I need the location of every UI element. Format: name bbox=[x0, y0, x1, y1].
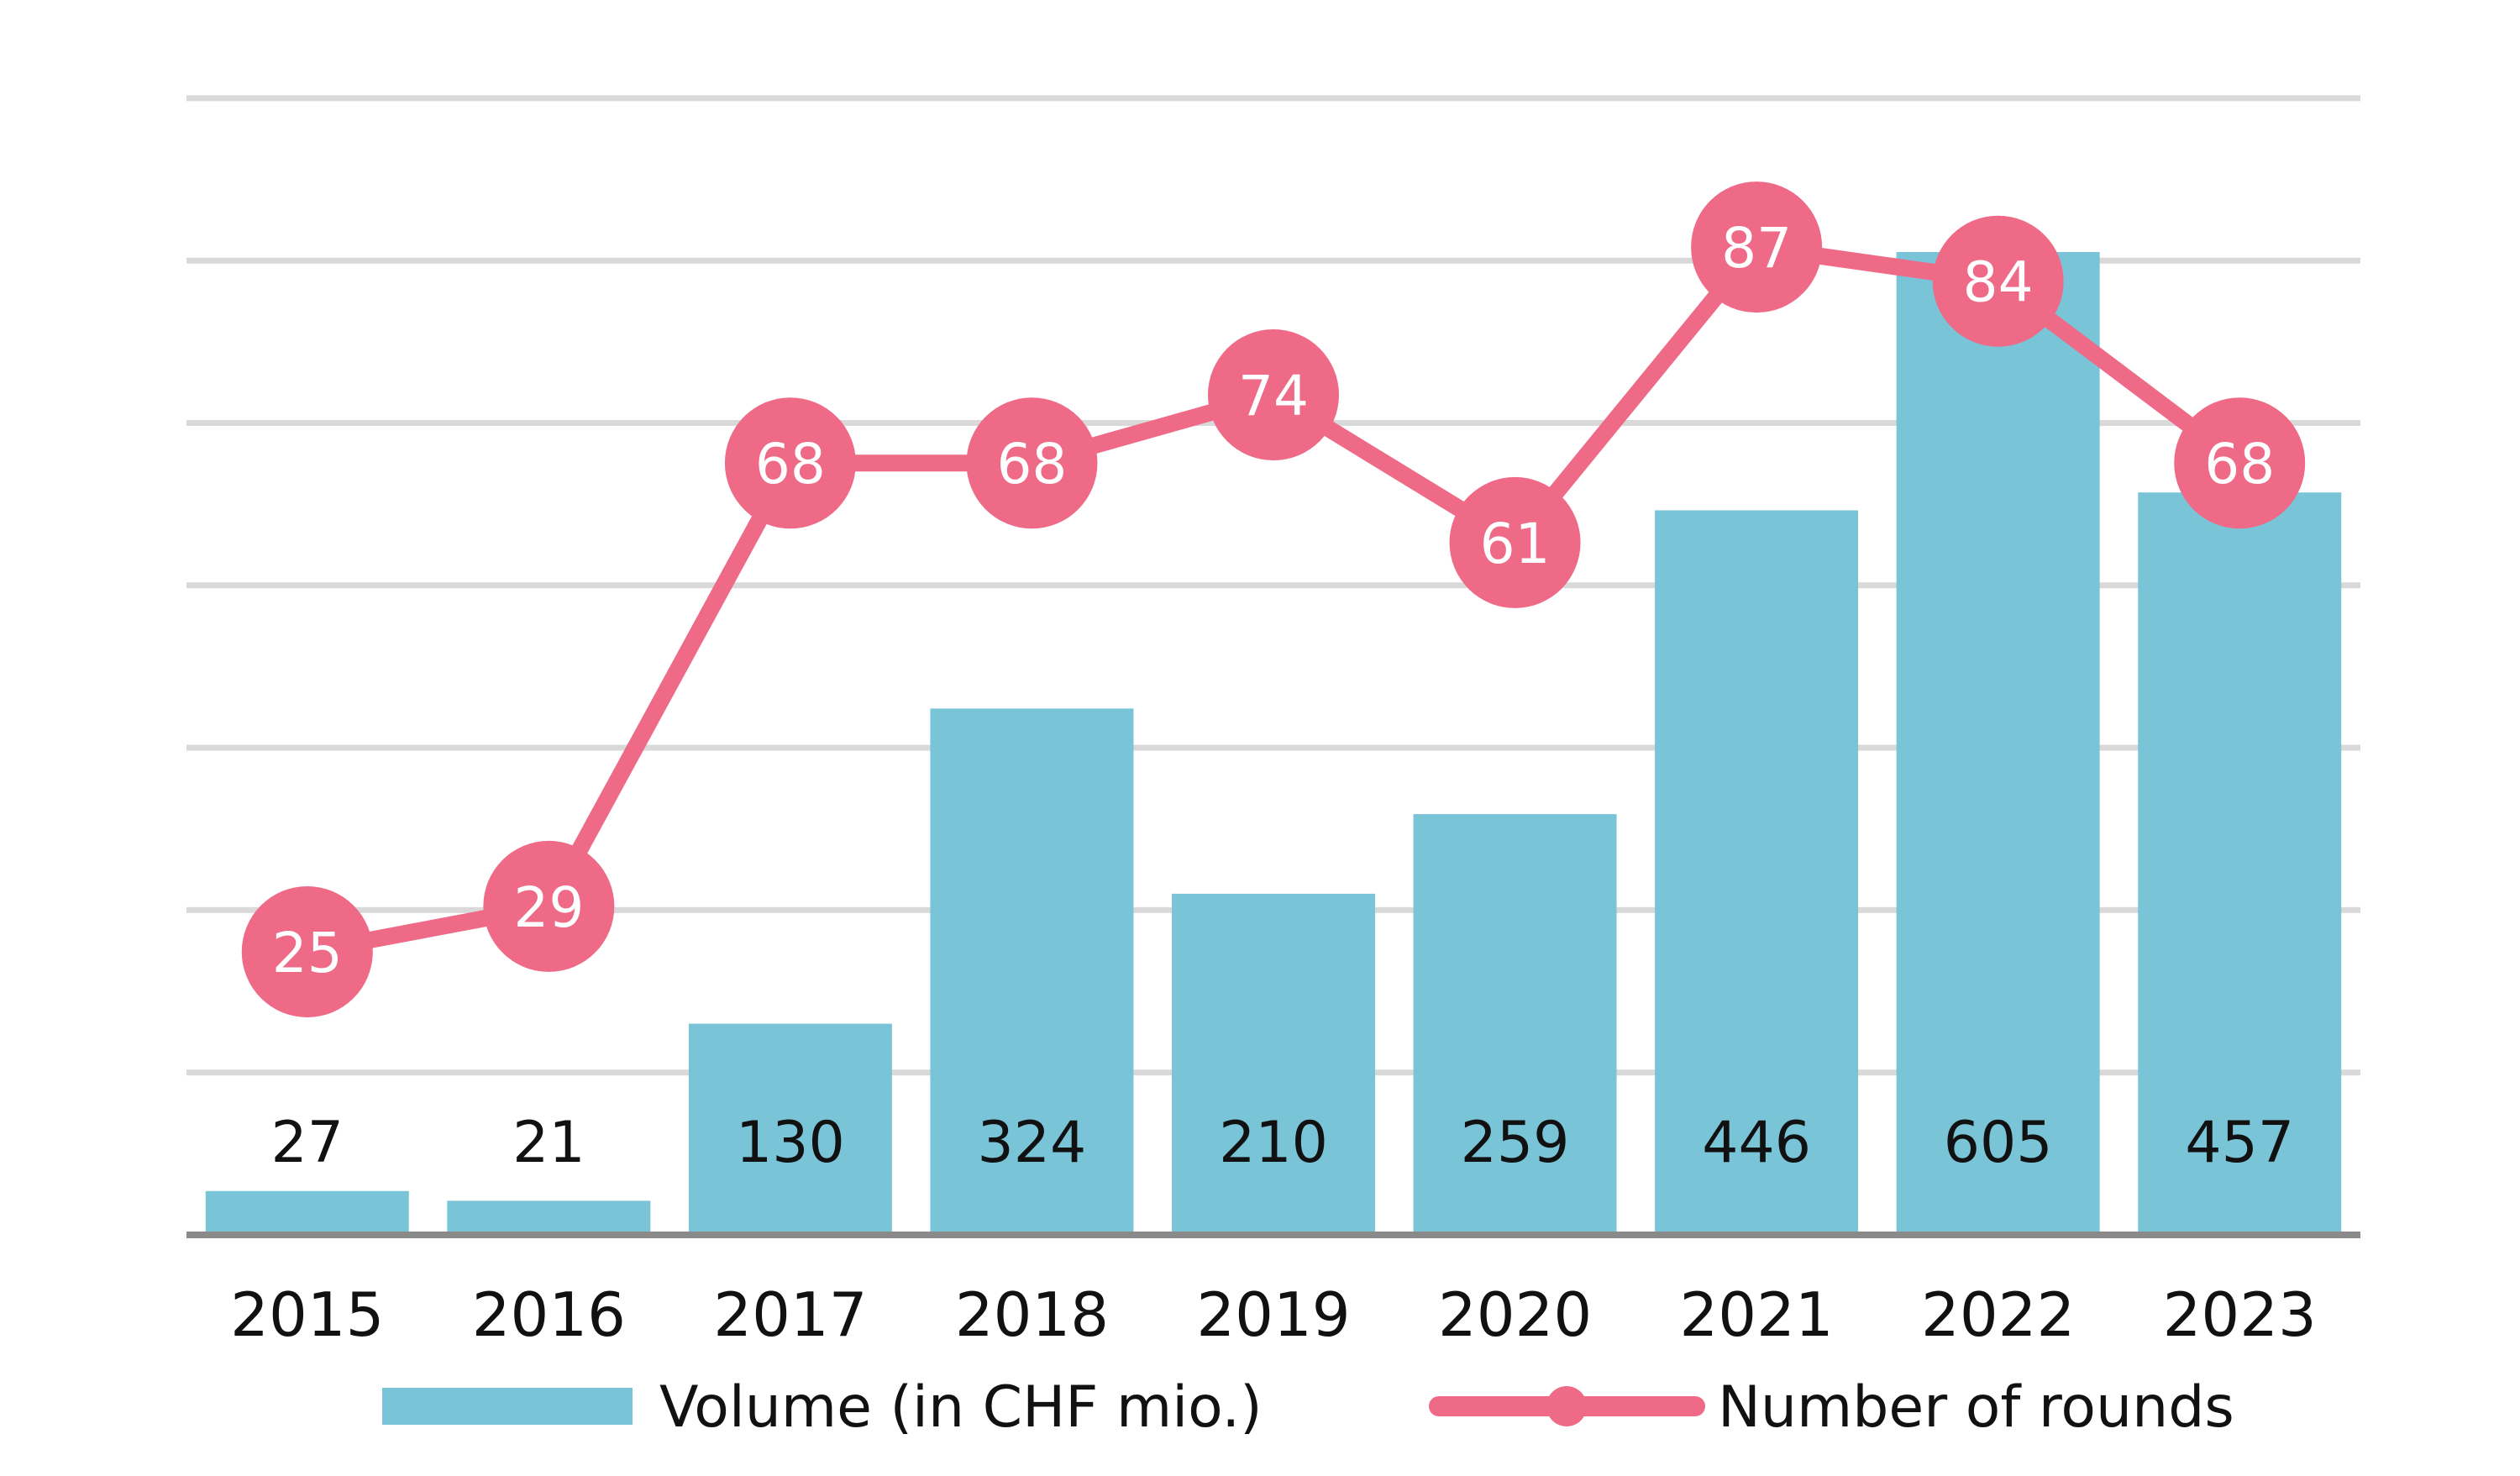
bar-value-label-2022: 605 bbox=[1944, 1110, 2053, 1176]
marker-label-2019: 74 bbox=[1238, 364, 1309, 428]
x-tick-label-2023: 2023 bbox=[2163, 1279, 2317, 1350]
x-tick-label-2020: 2020 bbox=[1438, 1279, 1592, 1350]
bar-value-label-2018: 324 bbox=[978, 1110, 1087, 1176]
bar-value-labels: 27 21 130 324 210 259 446 605 457 bbox=[271, 1110, 2295, 1176]
x-tick-label-2019: 2019 bbox=[1196, 1279, 1350, 1350]
marker-2016 bbox=[483, 840, 615, 972]
marker-2018 bbox=[966, 397, 1098, 529]
marker-label-2021: 87 bbox=[1721, 216, 1792, 281]
legend-item-volume[interactable]: Volume (in CHF mio.) bbox=[382, 1374, 1263, 1441]
marker-label-2015: 25 bbox=[272, 921, 343, 985]
bars-volume bbox=[205, 252, 2342, 1235]
x-tick-label-2022: 2022 bbox=[1921, 1279, 2075, 1350]
bar-value-label-2020: 259 bbox=[1461, 1110, 1570, 1176]
marker-2015 bbox=[241, 886, 373, 1017]
marker-label-2020: 61 bbox=[1480, 512, 1551, 576]
bar-2018 bbox=[930, 708, 1134, 1235]
legend-swatch-volume bbox=[382, 1388, 633, 1425]
line-markers: 25 29 68 68 74 61 87 84 68 bbox=[241, 181, 2306, 1017]
bar-value-label-2017: 130 bbox=[736, 1110, 845, 1176]
bar-2022 bbox=[1896, 252, 2100, 1235]
bar-value-label-2023: 457 bbox=[2185, 1110, 2294, 1176]
bar-value-label-2019: 210 bbox=[1219, 1110, 1328, 1176]
x-tick-label-2016: 2016 bbox=[472, 1279, 626, 1350]
x-tick-label-2018: 2018 bbox=[955, 1279, 1109, 1350]
marker-label-2018: 68 bbox=[996, 432, 1067, 496]
bar-value-label-2015: 27 bbox=[271, 1110, 344, 1176]
marker-label-2023: 68 bbox=[2204, 432, 2275, 496]
x-axis-tick-labels: 2015 2016 2017 2018 2019 2020 2021 2022 2023 bbox=[230, 1279, 2317, 1350]
bar-value-label-2021: 446 bbox=[1702, 1110, 1811, 1176]
x-tick-label-2017: 2017 bbox=[713, 1279, 867, 1350]
bar-value-label-2016: 21 bbox=[512, 1110, 585, 1176]
x-tick-label-2015: 2015 bbox=[230, 1279, 384, 1350]
marker-2021 bbox=[1691, 181, 1823, 313]
marker-label-2016: 29 bbox=[513, 875, 584, 940]
bar-2023 bbox=[2138, 492, 2342, 1235]
legend-swatch-rounds-marker bbox=[1546, 1386, 1587, 1426]
marker-2019 bbox=[1208, 329, 1339, 461]
marker-2022 bbox=[1932, 215, 2064, 347]
marker-label-2017: 68 bbox=[755, 432, 826, 496]
legend: Volume (in CHF mio.) Number of rounds bbox=[382, 1374, 2234, 1441]
legend-label-volume: Volume (in CHF mio.) bbox=[659, 1374, 1263, 1441]
legend-item-rounds[interactable]: Number of rounds bbox=[1429, 1374, 2234, 1441]
marker-2023 bbox=[2174, 397, 2306, 529]
bar-2016 bbox=[447, 1200, 651, 1235]
x-tick-label-2021: 2021 bbox=[1679, 1279, 1833, 1350]
bar-2017 bbox=[688, 1023, 892, 1235]
marker-2017 bbox=[724, 397, 856, 529]
marker-label-2022: 84 bbox=[1963, 250, 2034, 315]
bar-2020 bbox=[1413, 814, 1617, 1235]
legend-label-rounds: Number of rounds bbox=[1718, 1374, 2234, 1441]
marker-2020 bbox=[1449, 476, 1581, 608]
bar-2021 bbox=[1655, 510, 1859, 1235]
bar-2015 bbox=[205, 1190, 409, 1235]
bar-2019 bbox=[1172, 893, 1375, 1235]
